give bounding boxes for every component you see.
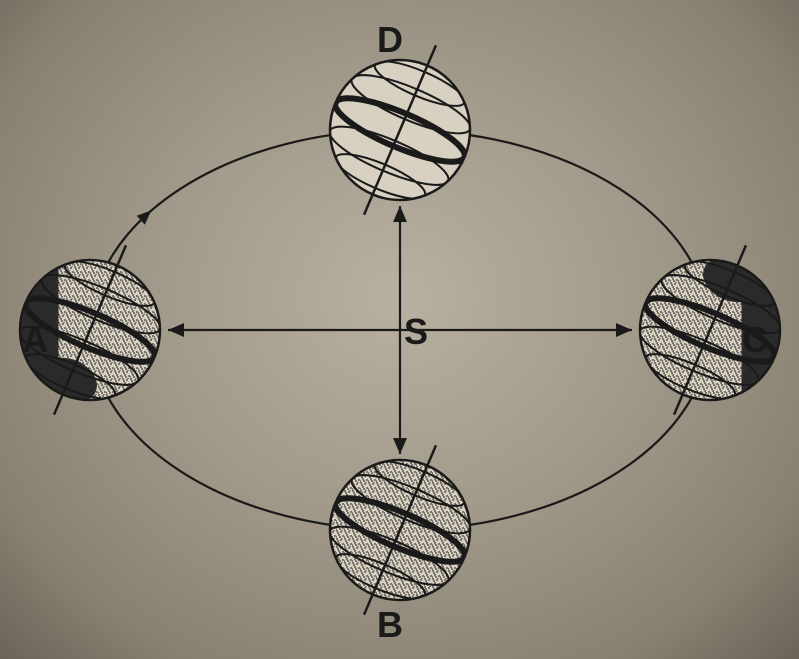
center-label: S	[404, 311, 428, 353]
sun-ray-to-a-arrowhead	[168, 323, 184, 337]
position-a-label: A	[22, 319, 48, 361]
globe-d	[311, 45, 489, 216]
sun-ray-to-c-arrowhead	[616, 323, 632, 337]
sun-ray-to-d-arrowhead	[393, 206, 407, 222]
globe-c	[621, 245, 799, 416]
position-d-label: D	[377, 19, 403, 61]
sun-ray-to-b-arrowhead	[393, 438, 407, 454]
position-b-label: B	[377, 604, 403, 646]
globe-b	[311, 445, 489, 616]
position-c-label: C	[742, 319, 768, 361]
